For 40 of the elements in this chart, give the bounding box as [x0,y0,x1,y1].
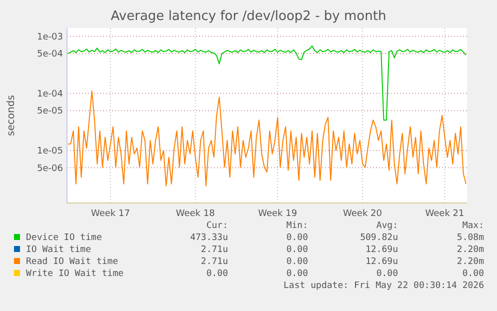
x-tick-label: Week 18 [176,209,216,219]
text: 0.00 [286,269,308,279]
legend-label: IO Wait time [26,245,92,255]
text: Min: [286,221,308,231]
text: 5.08m [456,233,484,243]
legend-label: Write IO Wait time [26,269,124,279]
text: Avg: [376,221,398,231]
text: Max: [462,221,484,231]
y-tick-label: 5e-06 [37,164,64,174]
text: 0.00 [376,269,398,279]
line-series [68,45,466,121]
x-tick-label: Week 21 [425,209,464,219]
text: 0.00 [462,269,484,279]
x-tick-label: Week 20 [343,209,382,219]
chart-title: Average latency for /dev/loop2 - by month [110,9,386,24]
text: Cur: [206,221,228,231]
line-series [68,90,466,186]
y-tick-label: 1e-05 [37,146,63,157]
text: 2.20m [456,245,484,255]
text: 2.71u [200,245,228,255]
text: 0.00 [286,245,308,255]
text: 12.69u [365,257,398,267]
y-tick-label: 1e-04 [37,90,64,100]
y-axis-title: seconds [6,95,17,136]
text: Last update: Fri May 22 00:30:14 2026 [284,281,484,291]
x-tick-label: Week 19 [258,209,298,219]
text: 0.00 [286,233,308,243]
text: 509.82u [360,233,398,243]
y-tick-label: 1e-03 [37,32,63,42]
legend-label: Device IO time [26,233,102,243]
text: 2.71u [200,257,228,267]
text: 2.20m [456,257,484,267]
text: 12.69u [365,245,398,255]
text: 0.00 [286,257,308,267]
text: 473.33u [190,233,228,243]
y-tick-label: 5e-04 [37,50,64,60]
legend-label: Read IO Wait time [26,257,118,267]
text: 0.00 [206,269,228,279]
y-tick-label: 5e-05 [37,106,63,117]
x-tick-label: Week 17 [90,209,130,219]
